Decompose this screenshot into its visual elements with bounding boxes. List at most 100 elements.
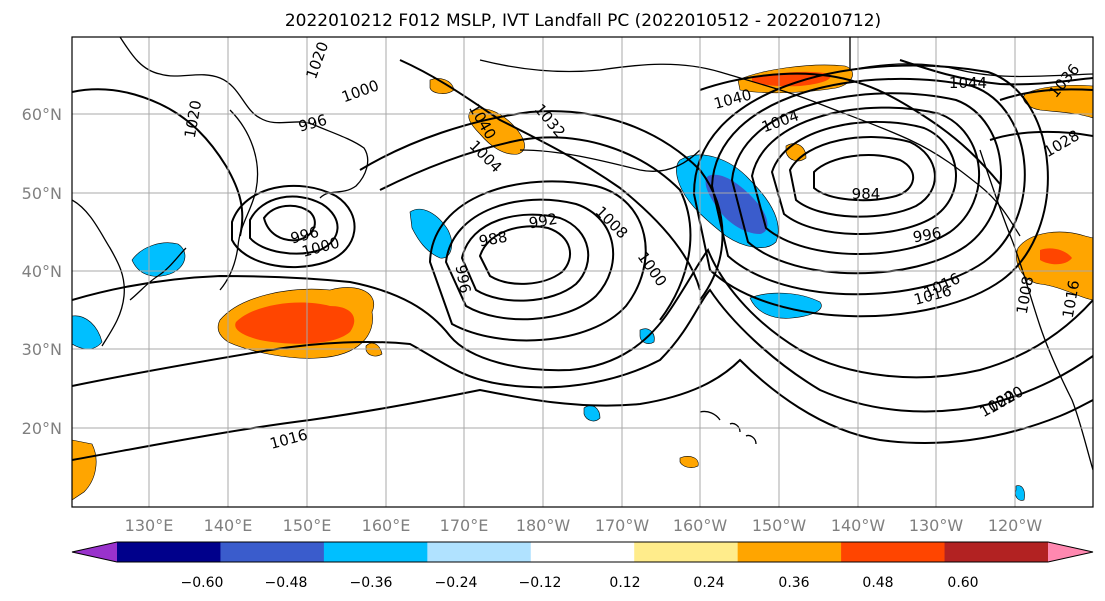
isobar-label: 984 <box>852 185 881 203</box>
colorbar-segment <box>944 542 1049 562</box>
map-frame <box>71 36 1094 508</box>
ivt-anomaly-japan-sea <box>72 439 97 501</box>
ivt-anomaly-small-blue-3 <box>1015 485 1025 501</box>
ivt-anomaly-central-pacific <box>409 208 452 259</box>
isobar-1024-mid <box>72 248 1093 379</box>
colorbar-segment <box>117 542 221 562</box>
isobar-988-low-east <box>788 136 936 218</box>
colorbar-segment <box>220 542 325 562</box>
isobar-label: 988 <box>477 228 508 251</box>
coastline-canada-north <box>849 37 1093 78</box>
isobar-996-low-east <box>750 106 981 255</box>
coastline-alaska <box>479 59 1021 237</box>
colorbar-tick-labels: −0.60 −0.48 −0.36 −0.24 −0.12 0.12 0.24 … <box>181 575 979 591</box>
isobar-label: 996 <box>452 263 475 294</box>
ivt-anomaly-east-asia-core <box>235 302 355 344</box>
isobar-label: 996 <box>911 224 942 247</box>
colorbar-tick-label: −0.24 <box>435 575 478 591</box>
coastline-asia-east <box>72 199 125 347</box>
colorbar-segment <box>323 542 428 562</box>
coastline-asia-north <box>119 37 369 199</box>
lat-label: 30°N <box>22 340 62 359</box>
isobar-996-low-west <box>262 204 316 242</box>
isobar-1004-trough <box>379 136 692 321</box>
colorbar-tick-label: −0.36 <box>350 575 393 591</box>
lon-label: 180°W <box>516 516 571 535</box>
coastline-bc <box>979 149 1093 471</box>
lat-label: 50°N <box>22 184 62 203</box>
coastline-kamchatka <box>219 109 259 291</box>
colorbar-tick-label: 0.36 <box>778 575 809 591</box>
lat-label: 20°N <box>22 419 62 438</box>
gridlines <box>72 37 1093 507</box>
isobar-984-low-east <box>813 154 914 202</box>
coastlines <box>72 37 1093 471</box>
isobar-1000-low-east <box>730 92 1003 275</box>
colorbar <box>71 541 1094 563</box>
lat-label: 60°N <box>22 105 62 124</box>
isobar-1004-low-west <box>231 184 356 269</box>
ivt-anomaly-west-coast <box>1016 231 1093 301</box>
colorbar-tick-label: −0.48 <box>265 575 308 591</box>
colorbar-tick-label: 0.12 <box>609 575 640 591</box>
colorbar-tick-label: 0.48 <box>862 575 893 591</box>
colorbar-segment <box>737 542 842 562</box>
isobar-1000-low-central <box>428 180 647 342</box>
lon-label: 170°E <box>440 516 489 535</box>
isobar-1000-low-west <box>249 195 339 255</box>
lon-label: 120°W <box>988 516 1043 535</box>
isobar-1028-ne <box>989 130 1093 141</box>
ivt-negative-shading <box>72 154 1025 501</box>
coastline-japan <box>129 247 187 301</box>
isobar-1040-north <box>699 72 1001 185</box>
ivt-anomaly-ne-pacific-core <box>705 174 768 234</box>
isobar-1020-south <box>72 288 1093 413</box>
isobar-996-low-central <box>444 198 615 321</box>
colorbar-extend-low <box>72 542 117 562</box>
colorbar-tick-label: 0.60 <box>947 575 978 591</box>
map-panel: 1020 1020 1000 996 1016 1016 1020 1032 1… <box>71 36 1094 508</box>
ivt-anomaly-west-coast-core <box>1040 248 1072 265</box>
colorbar-segment <box>427 542 532 562</box>
colorbar-segment <box>530 542 635 562</box>
isobar-1036-ne <box>999 88 1093 101</box>
lon-label: 170°W <box>595 516 650 535</box>
map-background <box>72 37 1093 507</box>
isobar-label: 1044 <box>949 74 987 92</box>
colorbar-tick-label: −0.12 <box>519 575 562 591</box>
isobar-992-low-central <box>460 213 590 302</box>
lon-label: 130°W <box>909 516 964 535</box>
colorbar-tick-label: −0.60 <box>181 575 224 591</box>
isobar-1032-north <box>399 59 701 291</box>
isobar-1008-low-east <box>710 77 1026 296</box>
lon-label: 140°E <box>204 516 253 535</box>
ivt-anomaly-west-edge <box>72 315 103 350</box>
colorbar-tick-label: 0.24 <box>693 575 724 591</box>
isobar-1016-low-east <box>692 64 1049 318</box>
longitude-labels: 130°E 140°E 150°E 160°E 170°E 180°W 170°… <box>125 516 1043 535</box>
isobar-988-low-central <box>478 225 571 285</box>
lon-label: 160°E <box>362 516 411 535</box>
isobar-1044-north <box>899 59 1093 86</box>
isobar-1020-north <box>72 88 244 237</box>
latitude-labels: 20°N 30°N 40°N 50°N 60°N <box>22 105 62 438</box>
lon-label: 150°E <box>283 516 332 535</box>
lon-label: 140°W <box>831 516 886 535</box>
colorbar-outline <box>71 541 1094 563</box>
lon-label: 150°W <box>752 516 807 535</box>
lon-label: 130°E <box>125 516 174 535</box>
lat-label: 40°N <box>22 262 62 281</box>
colorbar-extend-high <box>1048 542 1093 562</box>
coastline-hawaii <box>699 410 757 445</box>
lon-label: 160°W <box>673 516 728 535</box>
map-title: 2022010212 F012 MSLP, IVT Landfall PC (2… <box>285 11 881 31</box>
isobar-1016-south <box>72 358 1093 461</box>
ivt-anomaly-small-3 <box>679 456 699 468</box>
coastline-aleutians <box>519 149 701 172</box>
isobar-label: 992 <box>527 210 558 233</box>
isobar-992-low-east <box>770 121 957 236</box>
colorbar-segment <box>841 542 946 562</box>
mslp-isobars <box>72 59 1093 461</box>
colorbar-segment <box>634 542 739 562</box>
